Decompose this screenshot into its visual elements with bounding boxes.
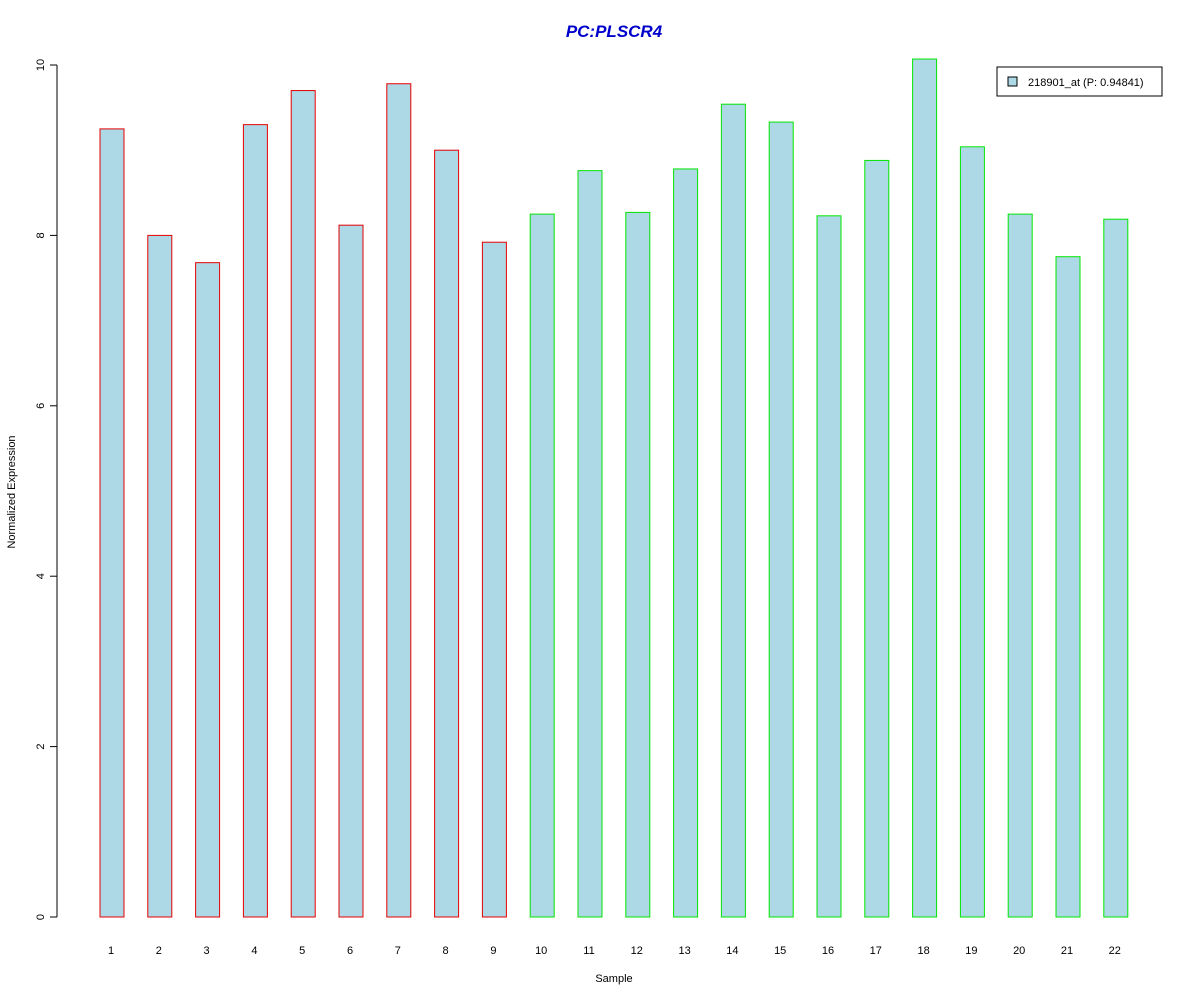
y-axis-label: Normalized Expression bbox=[6, 435, 18, 548]
x-tick-label: 14 bbox=[726, 945, 738, 957]
bar bbox=[99, 128, 125, 918]
x-axis-label: Sample bbox=[595, 973, 632, 985]
x-tick-label: 17 bbox=[870, 945, 882, 957]
x-tick-label: 11 bbox=[583, 945, 594, 957]
bar bbox=[147, 234, 173, 918]
x-tick-label: 2 bbox=[156, 945, 162, 957]
legend-label: 218901_at (P: 0.94841) bbox=[1028, 77, 1144, 89]
y-tick-label: 0 bbox=[35, 914, 47, 920]
bar bbox=[1007, 213, 1033, 918]
y-tick-label: 8 bbox=[35, 232, 47, 238]
x-tick-label: 4 bbox=[251, 945, 257, 957]
bar bbox=[816, 215, 842, 918]
bar bbox=[290, 90, 316, 918]
x-tick-label: 19 bbox=[965, 945, 977, 957]
x-tick-label: 9 bbox=[490, 945, 496, 957]
bar bbox=[912, 58, 938, 918]
bars bbox=[99, 58, 1129, 918]
legend: 218901_at (P: 0.94841) bbox=[996, 66, 1163, 97]
bar bbox=[577, 170, 603, 918]
x-tick-label: 22 bbox=[1109, 945, 1121, 957]
x-tick-label: 3 bbox=[204, 945, 210, 957]
bar bbox=[864, 159, 890, 918]
bar bbox=[768, 121, 794, 918]
bar bbox=[1055, 256, 1081, 918]
bar bbox=[720, 103, 746, 918]
legend-box bbox=[996, 66, 1163, 97]
y-axis: 0 2 4 6 8 10 bbox=[35, 59, 58, 920]
x-tick-label: 1 bbox=[108, 945, 114, 957]
bar bbox=[529, 213, 555, 918]
bar bbox=[1103, 218, 1129, 918]
x-tick-label: 16 bbox=[822, 945, 834, 957]
bar bbox=[386, 83, 412, 918]
x-tick-label: 5 bbox=[299, 945, 305, 957]
x-axis: 1 2 3 4 5 6 7 8 9 10 11 12 13 14 15 16 17 18 19 20 21 22 bbox=[108, 945, 1121, 957]
bar bbox=[242, 124, 268, 918]
bar bbox=[959, 146, 985, 918]
x-tick-label: 21 bbox=[1061, 945, 1073, 957]
x-tick-label: 6 bbox=[347, 945, 353, 957]
bar bbox=[434, 149, 460, 918]
bar bbox=[195, 262, 221, 918]
x-tick-label: 13 bbox=[678, 945, 690, 957]
y-tick-label: 10 bbox=[35, 59, 47, 71]
bar bbox=[338, 224, 364, 918]
bar bbox=[673, 168, 699, 918]
bar bbox=[481, 241, 507, 918]
x-tick-label: 20 bbox=[1013, 945, 1025, 957]
chart-title: PC:PLSCR4 bbox=[566, 22, 663, 41]
x-tick-label: 12 bbox=[631, 945, 643, 957]
y-tick-label: 6 bbox=[35, 403, 47, 409]
x-tick-label: 15 bbox=[774, 945, 786, 957]
x-tick-label: 7 bbox=[395, 945, 401, 957]
bar bbox=[625, 211, 651, 918]
x-tick-label: 18 bbox=[917, 945, 929, 957]
y-tick-label: 2 bbox=[35, 744, 47, 750]
y-tick-label: 4 bbox=[35, 573, 47, 579]
x-tick-label: 8 bbox=[443, 945, 449, 957]
x-tick-label: 10 bbox=[535, 945, 547, 957]
legend-swatch bbox=[1007, 76, 1018, 87]
